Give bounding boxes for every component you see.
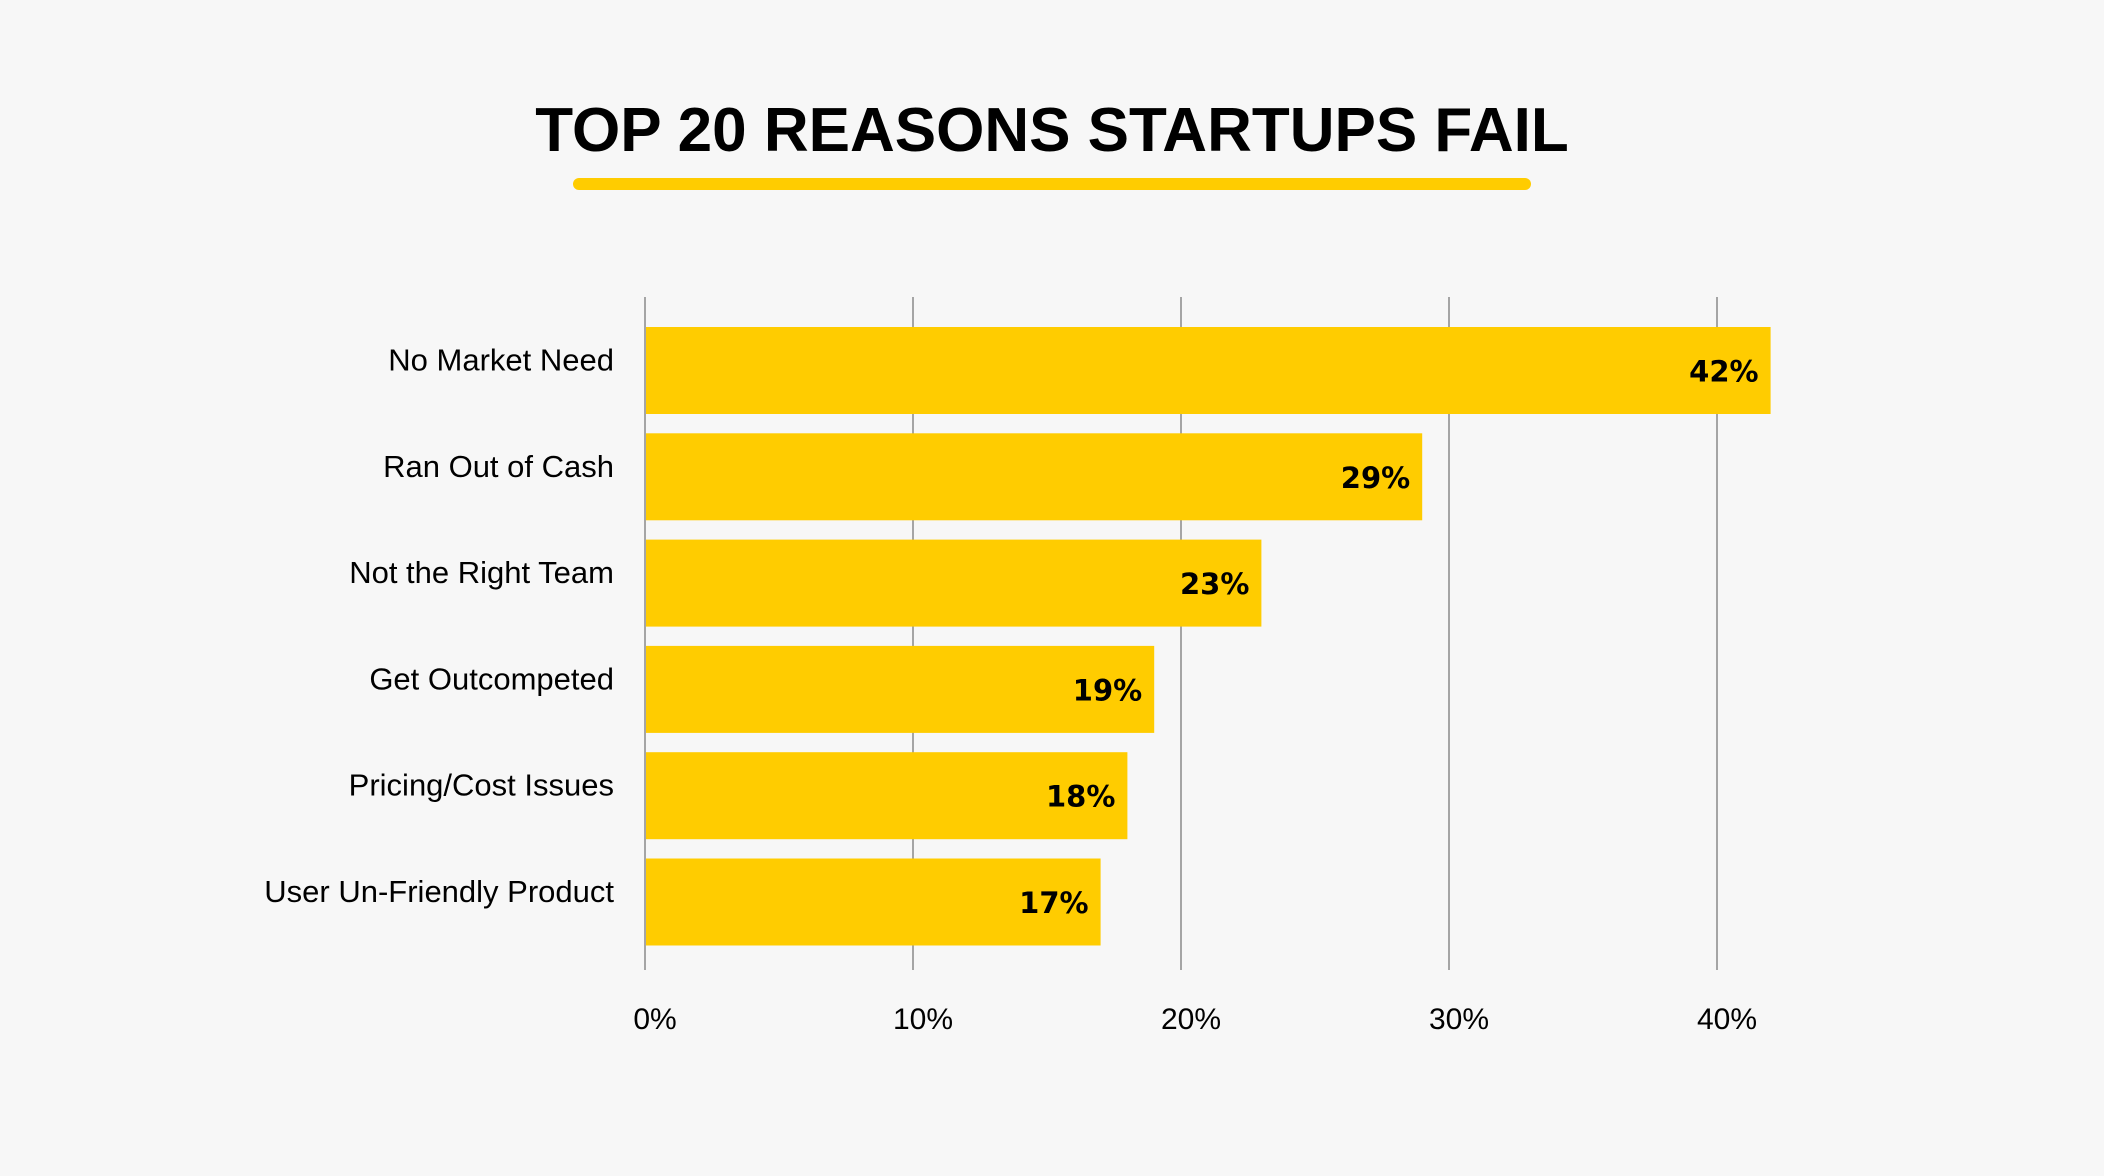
- bar: [646, 327, 1771, 414]
- bar: [646, 645, 1155, 733]
- x-tick-label: 10%: [893, 1003, 953, 1036]
- x-tick-label: 20%: [1161, 1003, 1221, 1036]
- bars: [646, 327, 1771, 946]
- x-tick-label: 30%: [1429, 1003, 1489, 1036]
- category-label: Get Outcompeted: [369, 661, 614, 696]
- bar-value-label: 29%: [1341, 461, 1410, 495]
- category-label: User Un-Friendly Product: [264, 874, 614, 909]
- bar: [646, 539, 1262, 627]
- bar-value-label: 23%: [1180, 567, 1249, 601]
- bar: [646, 433, 1423, 521]
- category-label: Ran Out of Cash: [383, 449, 614, 484]
- bar-value-label: 42%: [1689, 355, 1758, 389]
- chart-title: TOP 20 REASONS STARTUPS FAIL: [535, 96, 1569, 165]
- bar: [646, 752, 1128, 840]
- category-label: No Market Need: [388, 343, 614, 378]
- labels: 0% 10% 20% 30% 40% 42% No Market Need 29% Ran Ou…: [264, 343, 1758, 1037]
- bar-value-label: 19%: [1073, 673, 1142, 707]
- x-tick-label: 0%: [633, 1003, 676, 1036]
- category-label: Not the Right Team: [349, 555, 614, 590]
- category-label: Pricing/Cost Issues: [349, 768, 614, 803]
- bar: [646, 858, 1101, 946]
- bar-value-label: 17%: [1019, 886, 1088, 920]
- title-underline: [573, 178, 1531, 190]
- x-tick-label: 40%: [1697, 1003, 1757, 1036]
- bar-value-label: 18%: [1046, 780, 1115, 814]
